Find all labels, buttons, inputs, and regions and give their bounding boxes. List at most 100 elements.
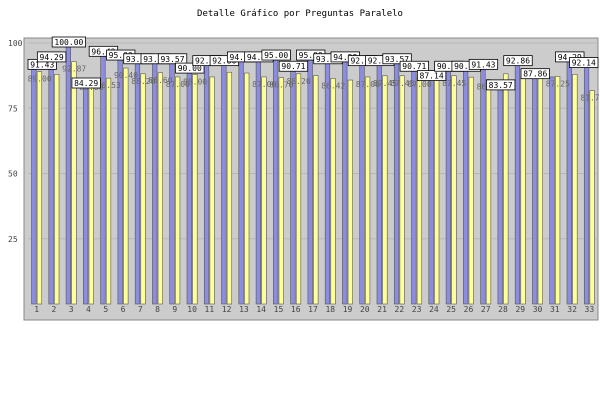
data-label-text: 93.57 [160,55,184,64]
bar-series-1 [480,65,486,305]
data-label-text: 87.86 [523,70,547,79]
data-label-series-1: 91.43 [468,58,499,70]
data-label-series-1: 92.14 [569,57,599,68]
data-label-text: 95.00 [264,51,288,60]
bar-series-2 [313,75,319,305]
data-label-text: 92.14 [572,59,596,68]
data-label-text: 92.86 [195,57,219,66]
data-label-text: 93.57 [126,55,150,64]
x-tick-label: 20 [360,305,370,314]
bar-series-2 [88,79,94,305]
bar-series-2 [485,79,492,305]
data-label-series-2: 87.45 [373,79,397,88]
bar-series-2 [468,76,474,305]
bar-series-2 [537,77,543,305]
data-label-series-1: 84.29 [71,77,101,89]
x-tick-label: 13 [239,305,249,314]
bar-series-1 [134,59,141,305]
y-axis-ticks: 25 50 75 100 [8,39,23,244]
x-tick-label: 3 [69,305,74,314]
x-tick-label: 7 [138,305,143,314]
bar-series-2 [71,61,77,305]
data-label-text: 92.86 [368,57,392,66]
x-tick-label: 23 [412,305,422,314]
x-tick-label: 11 [205,305,215,314]
data-label-series-1: 83.57 [486,79,516,91]
data-label-text: 96.43 [91,47,115,56]
data-labels: 89.0092.8785.8086.5390.4088.2088.6087.00… [28,36,600,103]
bar-series-1 [186,68,192,305]
data-label-box [416,70,447,81]
bar-series-1 [255,57,261,305]
data-label-series-2: 87.45 [390,79,414,88]
x-tick-label: 16 [291,305,301,314]
data-label-text: 94.29 [247,53,271,62]
bar-series-2 [399,75,405,305]
x-tick-label: 4 [86,305,91,314]
data-label-text: 92.86 [350,57,374,66]
data-label-text: 94.29 [230,53,254,62]
x-tick-label: 22 [395,305,405,314]
bar-series-1 [549,76,555,305]
bar-series-2 [520,76,526,305]
data-label-text: 92.86 [212,57,236,66]
bar-series-1 [117,55,123,305]
bar-series-2 [192,74,198,305]
bar-series-1 [359,61,365,305]
data-label-text: 94.29 [40,53,64,62]
data-label-series-1: 87.14 [416,70,447,81]
data-label-text: 93.57 [385,55,409,64]
x-tick-label: 1 [34,305,39,314]
bar-series-1 [238,57,244,305]
bar-series-1 [376,61,382,305]
data-label-text: 91.43 [471,60,495,69]
x-tick-label: 24 [429,305,439,314]
data-label-series-1: 93.57 [157,53,188,65]
x-tick-label: 8 [155,305,160,314]
bar-series-1 [83,83,89,305]
bar-series-2 [416,76,423,305]
data-label-text: 90.71 [402,62,426,71]
data-label-box [175,62,205,74]
x-tick-label: 15 [274,305,284,314]
data-label-box [71,77,101,89]
data-label-text: 90.71 [281,62,305,71]
data-label-series-1: 95.00 [261,49,291,61]
x-tick-label: 12 [222,305,232,314]
bar-series-2 [140,73,146,305]
data-label-series-1: 90.00 [175,62,205,74]
data-label-series-2: 89.00 [28,75,52,84]
x-axis-ticks: 1 2 3 4 5 6 7 8 9 10 11 12 13 14 15 16 17 18 19 20 21 22 23 24 2… [34,305,594,314]
bar-series-1 [497,85,503,305]
data-label-text: 84.29 [74,79,98,88]
y-tick-label: 75 [8,104,18,113]
bar-series-1 [514,61,521,305]
data-label-series-1: 93.57 [382,53,412,65]
data-label-text: 90.00 [178,64,202,73]
bar-series-2 [330,78,336,305]
x-tick-label: 29 [515,305,525,314]
data-label-box [468,58,499,70]
data-label-series-2: 88.60 [148,76,172,85]
x-tick-label: 14 [256,305,266,314]
x-tick-label: 31 [550,305,560,314]
x-tick-label: 9 [172,305,177,314]
bar-series-2 [503,73,509,305]
data-label-box [399,60,429,72]
x-tick-label: 10 [187,305,197,314]
x-tick-label: 26 [464,305,474,314]
bar-series-2 [123,67,129,305]
data-label-box [569,57,599,68]
x-tick-label: 28 [498,305,508,314]
data-label-series-2: 87.06 [252,80,276,89]
bar-series-1 [324,59,331,305]
bar-series-2 [572,74,578,305]
bar-series-2 [347,79,353,305]
bar-series-1 [307,55,313,305]
bar-series-1 [31,65,37,305]
data-label-box [51,36,86,48]
chart-title: Detalle Gráfico por Preguntas Paralelo [197,9,403,19]
data-label-box [486,79,516,91]
data-label-series-2: 86.70 [269,81,293,90]
data-label-text: 83.57 [489,81,513,90]
